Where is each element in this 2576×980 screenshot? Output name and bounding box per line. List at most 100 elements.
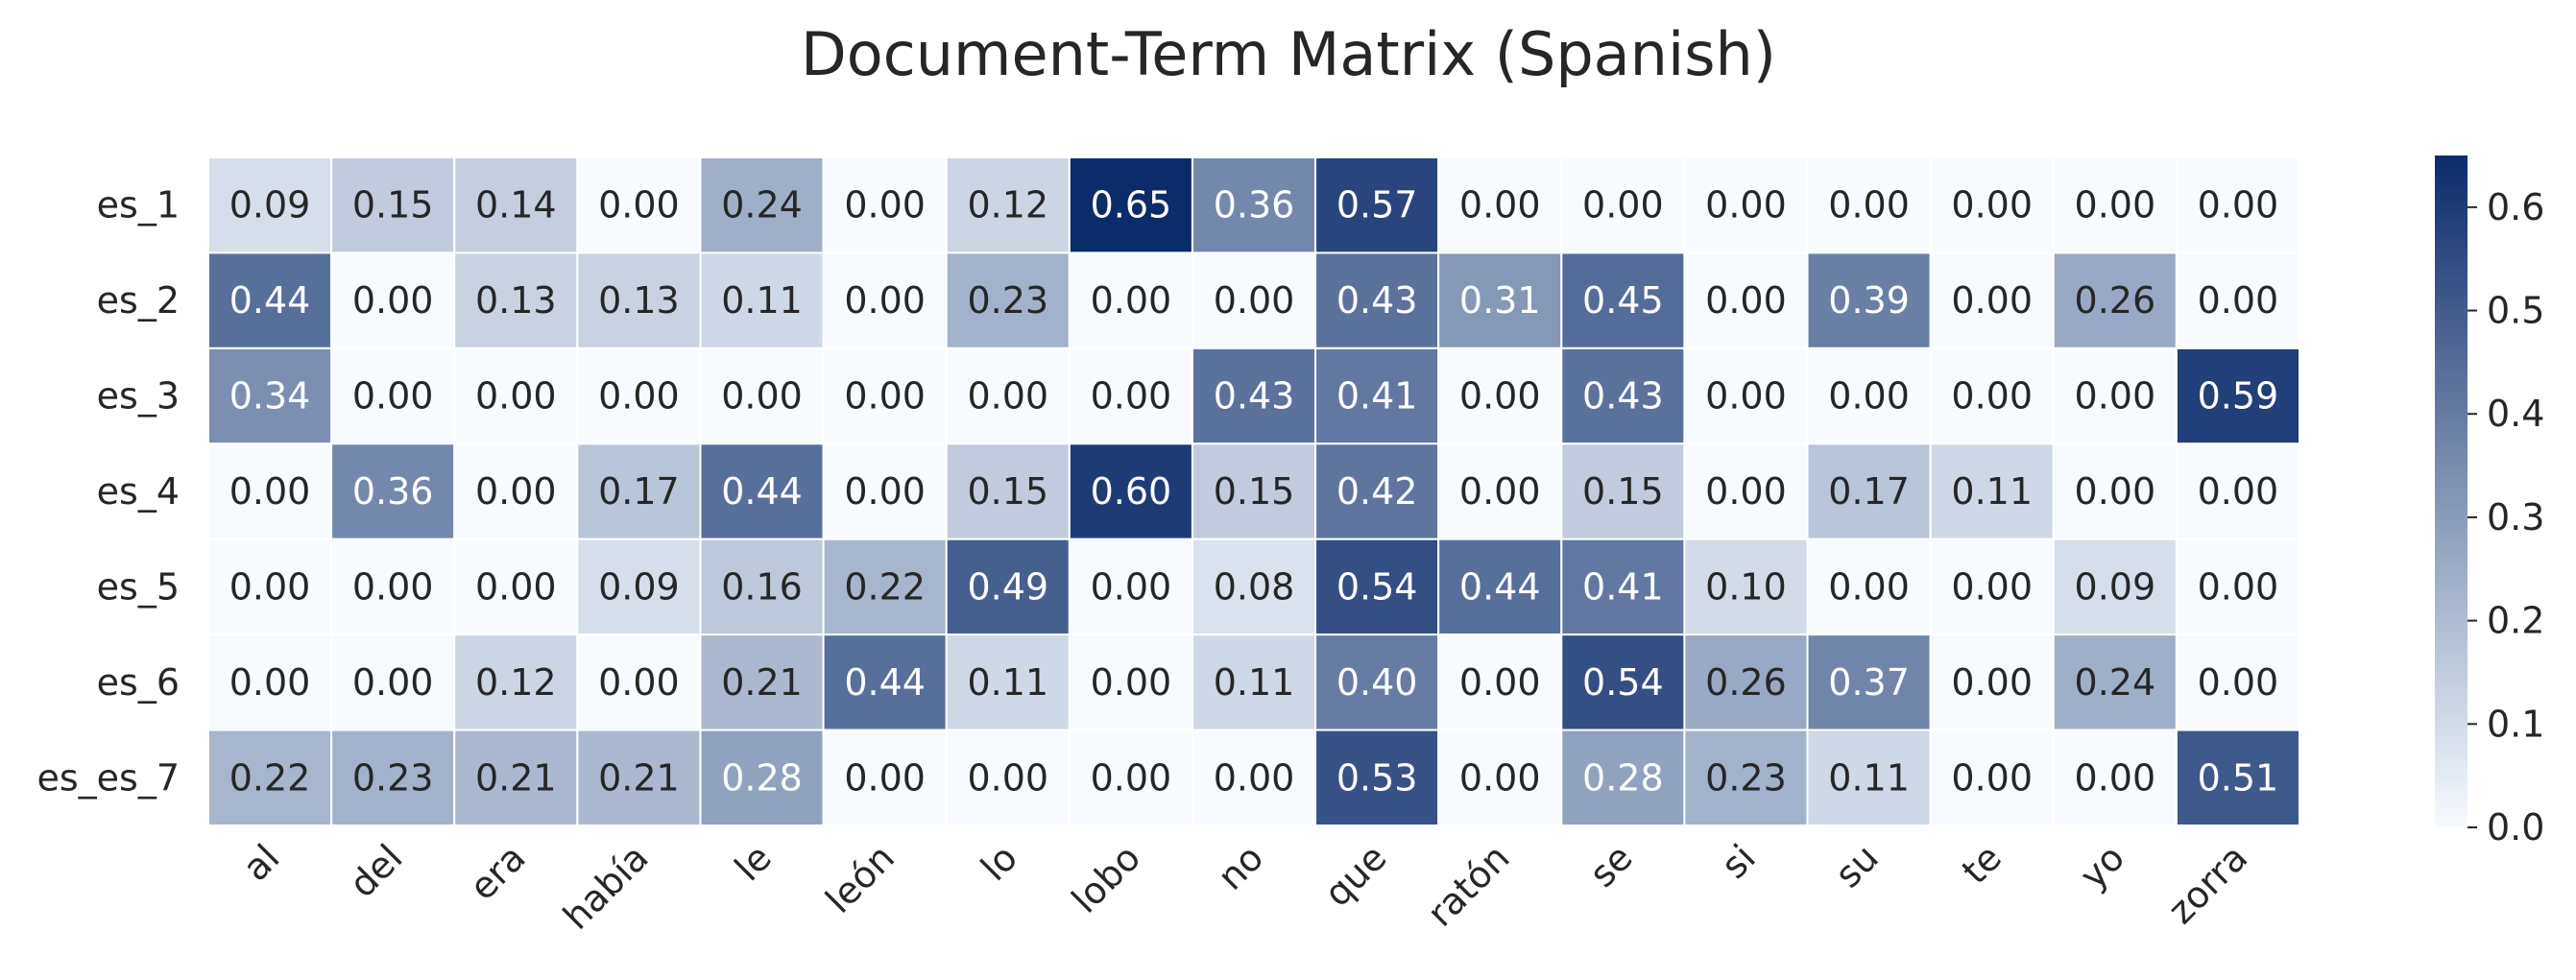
heatmap-cell: [1314, 156, 1440, 254]
cell-value-label: 0.44: [721, 470, 803, 513]
cell-value-label: 0.13: [475, 279, 557, 322]
cell-value-label: 0.00: [2198, 279, 2279, 322]
cell-value-label: 0.65: [1091, 184, 1172, 227]
heatmap-cell: [1191, 729, 1317, 826]
heatmap-cell: [1437, 538, 1563, 636]
cell-value-label: 0.00: [1951, 184, 2033, 227]
cell-value-label: 0.49: [967, 565, 1048, 608]
cell-value-label: 0.00: [1091, 375, 1172, 418]
cell-value-label: 0.23: [352, 756, 434, 799]
cell-value-label: 0.00: [2075, 756, 2156, 799]
cell-value-label: 0.00: [2198, 184, 2279, 227]
row-label: es_3: [97, 375, 180, 418]
heatmap-cell: [1560, 251, 1686, 349]
column-label: si: [1713, 836, 1764, 887]
cell-value-label: 0.00: [1705, 279, 1787, 322]
heatmap-cells: 0.09 0.15 0.14 0.00 0.24 0.00 0.12 0.65 0.36 0.57…: [207, 156, 2300, 826]
cell-value-label: 0.15: [352, 184, 434, 227]
cell-value-label: 0.60: [1091, 470, 1172, 513]
heatmap-cell: [1068, 538, 1193, 636]
heatmap-cell: [453, 347, 579, 445]
cell-value-label: 0.09: [2075, 565, 2156, 608]
row-label: es_4: [97, 470, 180, 513]
heatmap-cell: [2175, 538, 2300, 636]
cell-value-label: 0.34: [229, 375, 311, 418]
heatmap-cell: [1683, 538, 1809, 636]
column-label: no: [1210, 836, 1272, 898]
cell-value-label: 0.36: [352, 470, 434, 513]
column-label: del: [341, 836, 410, 905]
heatmap-cell: [2052, 347, 2178, 445]
cell-value-label: 0.16: [721, 565, 803, 608]
heatmap-cell: [576, 633, 702, 731]
heatmap-cell: [1683, 347, 1809, 445]
cell-value-label: 0.44: [1459, 565, 1541, 608]
cell-value-label: 0.00: [352, 279, 434, 322]
heatmap-cell: [1806, 251, 1932, 349]
colorbar-tick-label: 0.6: [2487, 186, 2544, 228]
cell-value-label: 0.43: [1582, 375, 1664, 418]
heatmap-cell: [699, 251, 825, 349]
cell-value-label: 0.00: [1705, 184, 1787, 227]
heatmap-cell: [1806, 538, 1932, 636]
heatmap-cell: [330, 156, 456, 254]
cell-value-label: 0.00: [475, 470, 557, 513]
heatmap-cell: [453, 729, 579, 826]
cell-value-label: 0.00: [1214, 279, 1295, 322]
cell-value-label: 0.23: [967, 279, 1048, 322]
colorbar-tick-label: 0.1: [2487, 703, 2544, 745]
column-label: yo: [2072, 836, 2132, 896]
heatmap-cell: [576, 442, 702, 540]
cell-value-label: 0.31: [1459, 279, 1541, 322]
cell-value-label: 0.13: [598, 279, 680, 322]
column-label: era: [461, 836, 533, 908]
heatmap-cell: [822, 347, 948, 445]
column-label: que: [1316, 836, 1395, 915]
cell-value-label: 0.39: [1828, 279, 1910, 322]
cell-value-label: 0.15: [967, 470, 1048, 513]
cell-value-label: 0.00: [1828, 565, 1910, 608]
cell-value-label: 0.54: [1336, 565, 1418, 608]
cell-value-label: 0.14: [475, 184, 557, 227]
cell-value-label: 0.26: [2075, 279, 2156, 322]
heatmap-cell: [2052, 156, 2178, 254]
heatmap-cell: [822, 633, 948, 731]
cell-value-label: 0.00: [1951, 756, 2033, 799]
cell-value-label: 0.00: [844, 279, 926, 322]
heatmap-cell: [330, 538, 456, 636]
cell-value-label: 0.00: [2198, 470, 2279, 513]
heatmap-cell: [1314, 729, 1440, 826]
cell-value-label: 0.00: [1828, 184, 1910, 227]
heatmap-cell: [576, 251, 702, 349]
cell-value-label: 0.00: [844, 756, 926, 799]
heatmap-cell: [1806, 729, 1932, 826]
heatmap-cell: [453, 442, 579, 540]
heatmap-cell: [1683, 729, 1809, 826]
cell-value-label: 0.12: [475, 661, 557, 704]
colorbar-gradient: [2435, 155, 2468, 827]
cell-value-label: 0.45: [1582, 279, 1664, 322]
column-label: lobo: [1064, 836, 1149, 921]
cell-value-label: 0.00: [475, 375, 557, 418]
column-label: se: [1581, 836, 1641, 896]
cell-value-label: 0.00: [1091, 279, 1172, 322]
cell-value-label: 0.22: [229, 756, 311, 799]
heatmap-cell: [207, 156, 333, 254]
cell-value-label: 0.21: [475, 756, 557, 799]
cell-value-label: 0.11: [1214, 661, 1295, 704]
cell-value-label: 0.00: [2198, 661, 2279, 704]
cell-value-label: 0.00: [352, 661, 434, 704]
heatmap-cell: [1560, 156, 1686, 254]
heatmap-cell: [822, 251, 948, 349]
cell-value-label: 0.21: [598, 756, 680, 799]
colorbar-tick-label: 0.2: [2487, 600, 2544, 642]
heatmap-cell: [699, 442, 825, 540]
cell-value-label: 0.00: [967, 375, 1048, 418]
heatmap-cell: [2175, 633, 2300, 731]
row-label: es_5: [97, 565, 180, 608]
cell-value-label: 0.53: [1336, 756, 1418, 799]
cell-value-label: 0.41: [1336, 375, 1418, 418]
cell-value-label: 0.09: [598, 565, 680, 608]
cell-value-label: 0.11: [721, 279, 803, 322]
heatmap-cell: [1683, 633, 1809, 731]
